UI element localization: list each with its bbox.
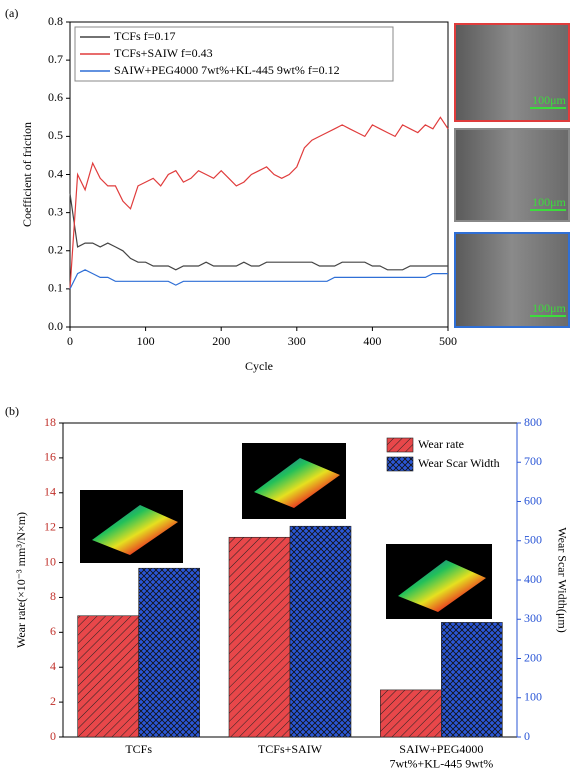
- legend-box: [74, 26, 394, 82]
- panel-label: (a): [5, 6, 18, 20]
- y2-tick-label: 200: [524, 650, 542, 664]
- y2-axis-label: Wear Scar Width(μm): [555, 527, 569, 632]
- bar: [289, 525, 352, 738]
- y-tick-label: 8: [50, 589, 56, 603]
- x-tick-label: 500: [439, 334, 457, 348]
- bar: [228, 536, 291, 738]
- legend-swatch: [386, 456, 414, 472]
- scale-label: 100μm: [532, 195, 566, 209]
- y-tick-label: 18: [44, 415, 56, 429]
- y-axis-label: Coefficient of friction: [20, 122, 34, 227]
- scale-label: 100μm: [532, 301, 566, 315]
- x-tick-label: SAIW+PEG4000 7wt%+KL-445 9wt%: [389, 742, 493, 770]
- legend-label: Wear rate: [418, 437, 464, 451]
- x-tick-label: TCFs+SAIW: [258, 742, 323, 756]
- legend-label: SAIW+PEG4000 7wt%+KL-445 9wt% f=0.12: [114, 63, 340, 77]
- y-tick-label: 0.5: [48, 128, 63, 142]
- legend-label: Wear Scar Width: [418, 456, 500, 470]
- y2-tick-label: 600: [524, 493, 542, 507]
- inset-surface: [398, 560, 486, 612]
- y-tick-label: 0.7: [48, 52, 63, 66]
- sem-image: [454, 23, 570, 122]
- line-series: [69, 193, 448, 271]
- x-tick-label: 200: [212, 334, 230, 348]
- y-tick-label: 10: [44, 554, 56, 568]
- bar: [380, 689, 442, 738]
- y-tick-label: 0.4: [48, 166, 63, 180]
- y2-tick-label: 100: [524, 690, 542, 704]
- sem-image: [454, 232, 570, 328]
- inset-surface: [92, 505, 178, 555]
- sem-image: [454, 128, 570, 222]
- y2-tick-label: 500: [524, 533, 542, 547]
- y2-tick-label: 0: [524, 729, 530, 743]
- y-axis-label: Wear rate(×10⁻³ mm³/N×m): [14, 512, 28, 648]
- legend-swatch: [386, 437, 414, 453]
- x-tick-label: 0: [67, 334, 73, 348]
- y-tick-label: 6: [50, 624, 56, 638]
- y-tick-label: 2: [50, 694, 56, 708]
- line-series: [69, 116, 449, 289]
- y-tick-label: 14: [44, 485, 56, 499]
- y-tick-label: 4: [50, 659, 56, 673]
- y-tick-label: 0.8: [48, 14, 63, 28]
- y-tick-label: 0.0: [48, 319, 63, 333]
- y-tick-label: 12: [44, 519, 56, 533]
- line-series: [69, 269, 448, 290]
- y2-tick-label: 400: [524, 572, 542, 586]
- y-tick-label: 16: [44, 450, 56, 464]
- bar: [138, 567, 200, 738]
- panel-label: (b): [5, 404, 19, 418]
- x-tick-label: 300: [288, 334, 306, 348]
- x-tick-label: TCFs: [125, 742, 152, 756]
- x-axis-label: Cycle: [245, 359, 273, 373]
- legend-label: TCFs+SAIW f=0.43: [114, 46, 213, 60]
- legend-label: TCFs f=0.17: [114, 29, 175, 43]
- y2-tick-label: 700: [524, 454, 542, 468]
- y-tick-label: 0.2: [48, 243, 63, 257]
- bar: [77, 615, 139, 738]
- inset-surface: [254, 458, 340, 508]
- y-tick-label: 0.6: [48, 90, 63, 104]
- scale-label: 100μm: [532, 93, 566, 107]
- profile-insets: [80, 443, 492, 619]
- sem-images: [454, 23, 570, 328]
- y-tick-label: 0.3: [48, 204, 63, 218]
- y2-tick-label: 300: [524, 611, 542, 625]
- y-tick-label: 0.1: [48, 281, 63, 295]
- bar: [441, 622, 503, 738]
- x-tick-label: 100: [137, 334, 155, 348]
- y2-tick-label: 800: [524, 415, 542, 429]
- x-tick-label: 400: [363, 334, 381, 348]
- y-tick-label: 0: [50, 729, 56, 743]
